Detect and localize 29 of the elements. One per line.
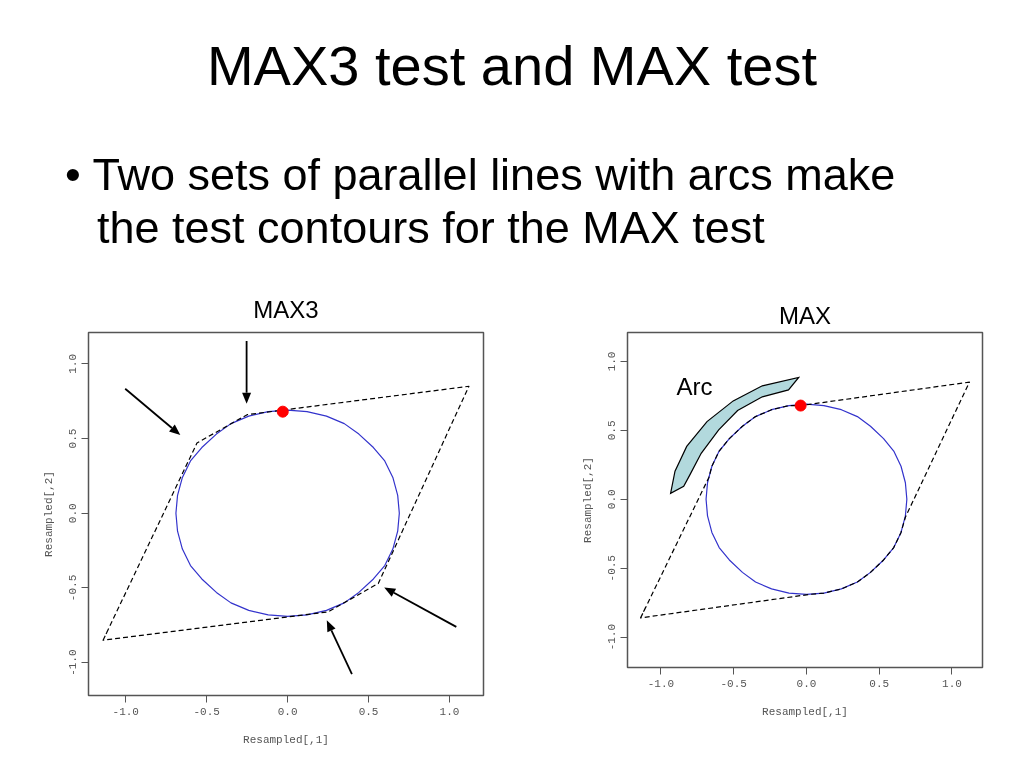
y-tick-label: -1.0 (606, 623, 619, 651)
x-tick-label: 1.0 (439, 705, 460, 718)
x-tick-label: -1.0 (112, 705, 139, 718)
x-tick-label: 0.0 (277, 705, 298, 718)
y-tick-label: 0.5 (67, 428, 80, 449)
x-axis-title: Resampled[,1] (762, 705, 848, 718)
annotation: Arc (676, 372, 713, 400)
text: • Two sets of parallel lines with arcs make the test contours for the MAX test (65, 148, 897, 254)
x-axis-title: Resampled[,1] (243, 733, 329, 746)
y-tick-label: 0.0 (67, 503, 80, 524)
x-tick-label: -0.5 (193, 705, 220, 718)
chart-title: MAX (779, 301, 832, 329)
y-tick-label: 1.0 (606, 351, 619, 372)
y-tick-label: 1.0 (67, 353, 80, 374)
x-tick-label: 1.0 (942, 677, 962, 690)
chart-title: MAX3 (253, 295, 319, 323)
y-tick-label: -0.5 (606, 555, 619, 582)
text: MAX3 test and MAX test (205, 33, 818, 98)
x-tick-label: 0.5 (869, 677, 890, 690)
x-tick-label: -0.5 (720, 677, 747, 690)
line-series (102, 385, 470, 641)
y-tick-label: 0.0 (606, 489, 619, 510)
x-tick-label: 0.5 (358, 705, 379, 718)
y-tick-label: -0.5 (67, 574, 80, 602)
x-tick-label: 0.0 (796, 677, 817, 690)
x-tick-label: -1.0 (647, 677, 675, 690)
y-axis-title: Resampled[,2] (42, 471, 55, 557)
y-axis-title: Resampled[,2] (581, 457, 594, 543)
y-tick-label: 0.5 (606, 420, 619, 441)
